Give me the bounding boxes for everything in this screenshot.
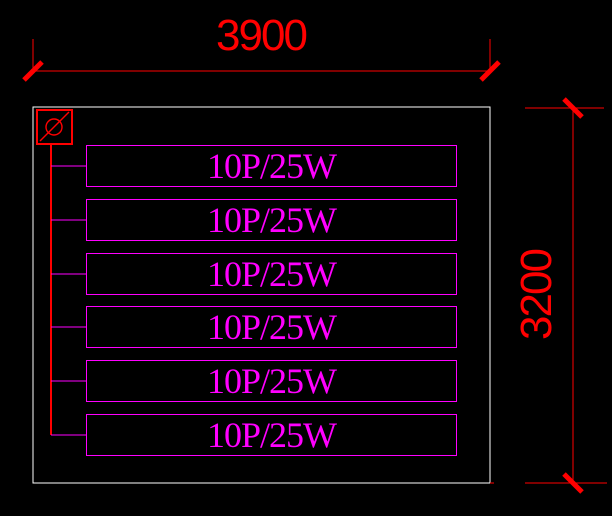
lamp-symbol-slash-icon <box>39 111 70 142</box>
fixture-box: 10P/25W <box>86 414 457 456</box>
dim-tick-icon <box>562 472 584 494</box>
dimension-top-value: 3900 <box>216 11 308 60</box>
dim-tick-icon <box>22 60 44 82</box>
fixture-label: 10P/25W <box>206 415 337 455</box>
room-outline <box>32 106 491 484</box>
fixture-label: 10P/25W <box>206 307 337 347</box>
fixture-box: 10P/25W <box>86 199 457 241</box>
dim-tick-icon <box>479 60 501 82</box>
circle-slash-lamp-symbol-icon <box>45 118 63 136</box>
fixture-label: 10P/25W <box>206 146 337 186</box>
fixture-label: 10P/25W <box>206 254 337 294</box>
fixture-box: 10P/25W <box>86 145 457 187</box>
fixture-box: 10P/25W <box>86 360 457 402</box>
dim-tick-icon <box>562 97 584 119</box>
dimension-right-value: 3200 <box>512 250 561 340</box>
lamp-symbol-box <box>36 109 73 145</box>
fixture-box: 10P/25W <box>86 253 457 295</box>
fixture-label: 10P/25W <box>206 200 337 240</box>
fixture-label: 10P/25W <box>206 361 337 401</box>
fixture-box: 10P/25W <box>86 306 457 348</box>
